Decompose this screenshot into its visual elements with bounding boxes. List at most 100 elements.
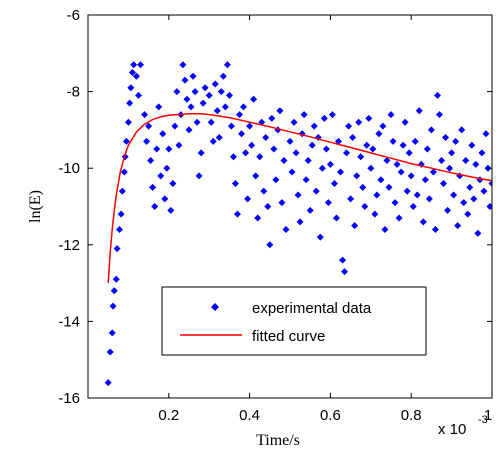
data-point [127,84,135,92]
data-point [288,168,296,176]
data-point [278,199,286,207]
legend: experimental data fitted curve [161,286,427,356]
data-point [470,195,478,203]
data-point [244,195,252,203]
axis-ticks [88,14,493,399]
data-point [460,199,468,207]
legend-label-fitted: fitted curve [252,328,325,345]
data-point [109,302,117,310]
data-point [480,187,488,195]
data-point [466,183,474,191]
plot-area [104,61,492,387]
data-point [413,191,421,199]
x-tick-label: 1 [484,407,492,424]
data-point [276,107,284,115]
data-point [163,164,171,172]
data-point [197,149,205,157]
data-point [159,130,167,138]
data-point [409,203,417,210]
data-point [260,187,268,195]
y-tick-label: -8 [67,84,80,101]
data-point [137,61,145,69]
data-point [375,130,383,138]
x-tick-label: 0.4 [239,407,260,424]
data-point [391,199,399,207]
data-point [421,176,429,184]
data-point [357,153,365,161]
data-point [389,137,397,145]
data-point [108,329,116,337]
data-point [183,95,191,103]
y-tick-label: -6 [67,7,80,24]
data-point [462,157,470,165]
x-multiplier-exponent: -3 [478,414,488,426]
data-point [359,183,367,191]
data-point [209,137,217,145]
y-tick-label: -12 [58,237,80,254]
data-point [280,157,288,165]
data-point [161,195,169,203]
data-point [300,111,308,119]
data-point [130,61,138,69]
data-point [312,187,320,195]
data-point [440,180,448,188]
data-point [474,229,482,237]
data-point [236,111,243,119]
data-point [116,225,124,233]
data-point [262,134,270,142]
data-point [488,180,492,188]
data-point [122,137,130,145]
data-point [306,206,314,214]
data-point [292,149,300,157]
x-multiplier-base: x 10 [438,421,466,438]
data-point [238,130,246,138]
data-point [393,160,401,168]
legend-label-experimental: experimental data [252,300,372,317]
data-point [250,95,258,103]
data-point [446,164,454,172]
data-point [242,149,250,157]
data-point [266,241,274,249]
data-point [215,134,223,142]
data-point [231,180,239,188]
data-point [458,126,466,134]
data-point [478,149,486,157]
data-point [179,61,187,69]
data-point [191,88,199,96]
data-point [367,164,375,172]
data-point [304,157,312,165]
data-point [401,118,409,126]
data-point [124,118,132,126]
data-point [415,107,423,115]
data-point [308,141,316,149]
data-point [369,145,377,153]
data-point [330,180,338,188]
data-point [442,134,450,142]
data-point [149,183,157,191]
data-point [365,114,373,122]
data-point [199,99,207,107]
data-point [240,103,248,111]
data-point [246,122,254,130]
data-point [151,203,159,210]
data-point [316,233,324,241]
data-point [347,195,355,203]
data-point [425,195,433,203]
data-point [252,172,260,180]
data-point [185,126,193,134]
axis-tick-labels: 0.2 0.4 0.6 0.8 1 -16 -14 -12 -10 -8 -6 [58,7,492,424]
data-point [155,103,163,111]
data-point [207,118,215,126]
data-point [173,88,181,96]
data-point [318,164,326,172]
data-point [145,122,153,130]
data-point [169,180,177,188]
data-point [431,225,439,233]
data-point [320,114,328,122]
y-tick-label: -10 [58,160,80,177]
data-point [113,245,121,253]
data-point [128,68,136,76]
data-point [427,126,435,134]
data-point [254,214,262,222]
